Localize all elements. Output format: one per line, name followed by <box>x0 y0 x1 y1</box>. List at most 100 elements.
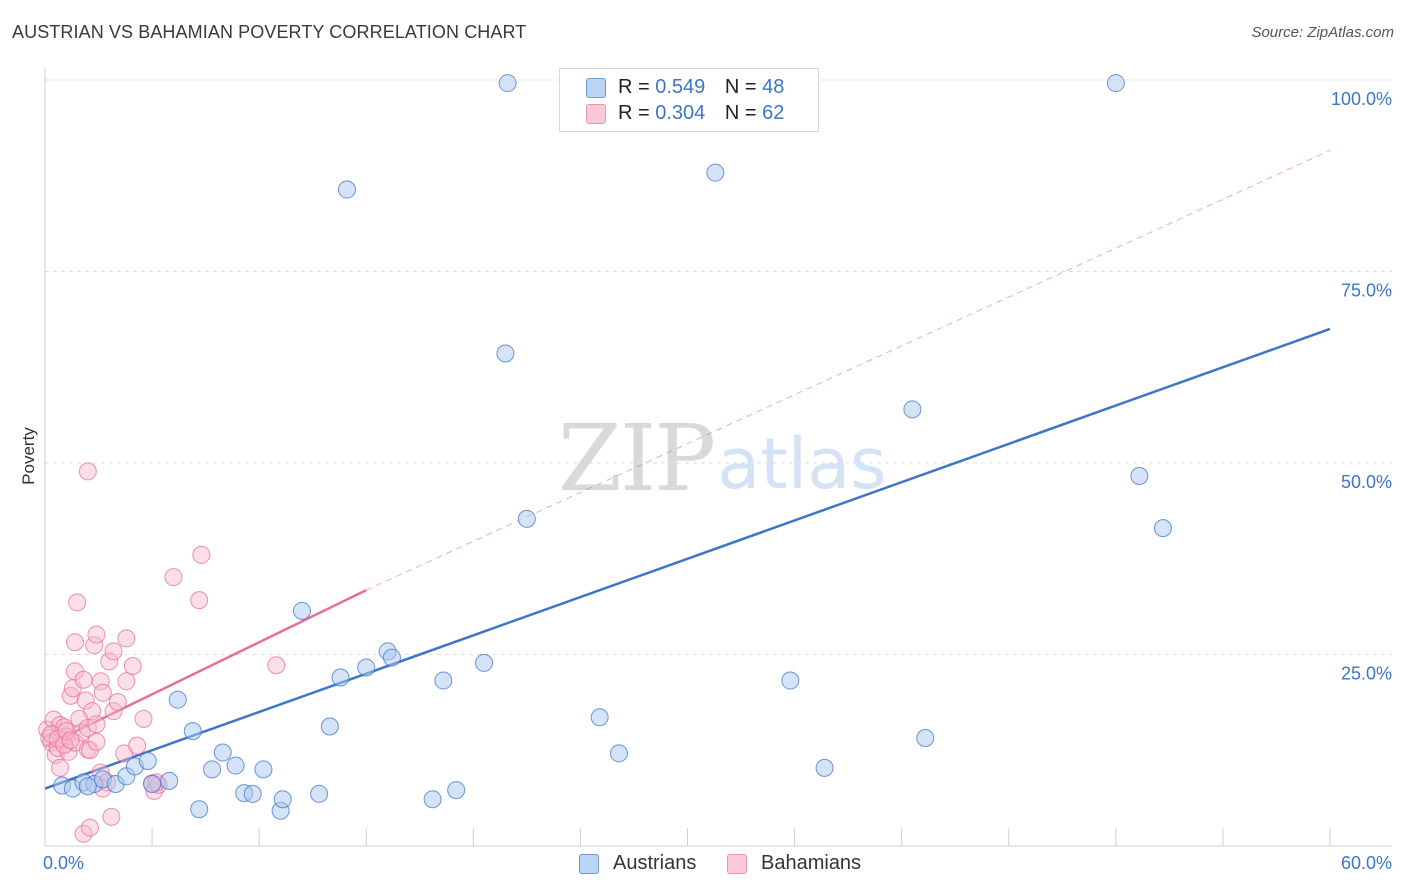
axes <box>44 68 1392 847</box>
bahamians-point <box>93 683 112 702</box>
austrians-point <box>183 722 202 741</box>
austrians-point <box>517 509 536 528</box>
austrians-point <box>337 180 356 199</box>
austrians-point <box>357 658 376 677</box>
austrians-point <box>168 690 187 709</box>
austrians-point <box>213 743 232 762</box>
y-tick-label: 25.0% <box>1341 664 1392 684</box>
austrians-point <box>590 708 609 727</box>
austrians-point <box>916 728 935 747</box>
bahamians-point <box>190 591 209 610</box>
legend-n-label: N = <box>724 102 757 124</box>
bahamians-point <box>55 735 74 754</box>
grid-lines <box>45 79 1392 655</box>
austrians-point <box>903 400 922 419</box>
bahamians-point <box>100 652 119 671</box>
bahamians-point <box>76 691 95 710</box>
austrians-point <box>293 601 311 620</box>
legend-r-label: R = <box>618 102 650 124</box>
legend-r-value: 0.549 <box>655 76 706 98</box>
tick-labels: 25.0% 50.0% 75.0% 100.0% 0.0% 60.0% <box>43 89 1392 873</box>
bahamians-point <box>91 672 110 691</box>
bahamians-point <box>80 818 99 837</box>
austrians-point <box>706 163 725 182</box>
bahamians-point <box>85 636 104 655</box>
y-axis-label: Poverty <box>19 427 38 485</box>
bottom-legend-swatch-bahamians <box>727 854 747 874</box>
chart-source: Source: ZipAtlas.com <box>1251 24 1394 41</box>
bahamians-point <box>192 545 211 564</box>
austrians-point <box>273 790 292 809</box>
bahamians-point <box>128 736 147 755</box>
bahamians-point <box>61 686 80 705</box>
legend: R = 0.549 N = 48 R = 0.304 N = 62 <box>559 68 819 132</box>
bahamians-point <box>267 656 286 675</box>
bahamians-point <box>134 709 153 728</box>
austrians-point <box>320 717 339 736</box>
austrians-point <box>190 800 209 819</box>
bahamians-point <box>87 715 106 734</box>
bahamians-point <box>104 702 123 721</box>
austrians-point <box>609 744 628 763</box>
bahamians-point <box>117 629 136 648</box>
y-tick-label: 100.0% <box>1331 89 1392 109</box>
watermark-atlas: atlas <box>717 423 886 505</box>
bahamians-point <box>61 731 80 750</box>
bottom-legend-swatch-austrians <box>579 854 599 874</box>
bahamians-point <box>87 732 106 751</box>
legend-swatch-bahamians <box>586 104 606 124</box>
legend-swatch-austrians <box>586 78 606 98</box>
bahamians-point <box>72 723 91 742</box>
austrians-point <box>382 648 401 667</box>
austrians-point <box>423 790 442 809</box>
bahamians-point <box>68 593 87 612</box>
legend-n-label: N = <box>724 76 757 98</box>
bahamians-point <box>57 722 76 741</box>
data-points <box>38 74 1172 843</box>
watermark: ZIP atlas <box>558 405 887 512</box>
bahamians-point <box>87 625 106 644</box>
legend-n-value: 48 <box>762 76 785 98</box>
austrians-point <box>781 671 800 690</box>
bahamians-point <box>108 692 127 711</box>
x-tick-label: 60.0% <box>1341 853 1392 873</box>
austrians-point <box>496 344 515 363</box>
austrians-point <box>203 760 222 779</box>
legend-r-label: R = <box>618 76 650 98</box>
austrians-point <box>331 668 350 687</box>
austrians-point <box>143 774 162 793</box>
bahamians-trend-extension <box>366 150 1331 591</box>
austrians-point <box>815 758 834 777</box>
bahamians-point <box>78 719 97 738</box>
austrians-point <box>447 781 466 800</box>
bahamians-point <box>104 642 123 661</box>
watermark-zip: ZIP <box>558 405 714 512</box>
y-tick-label: 75.0% <box>1341 281 1392 301</box>
austrians-point <box>310 784 329 803</box>
y-tick-label: 50.0% <box>1341 472 1392 492</box>
bahamians-point <box>74 670 93 689</box>
austrians-point <box>1106 74 1125 93</box>
bottom-legend-label-bahamians: Bahamians <box>761 852 862 874</box>
bahamians-point <box>102 807 121 826</box>
bahamians-point <box>65 633 84 652</box>
austrians-point <box>78 777 97 796</box>
bahamians-point <box>117 672 136 691</box>
austrians-point <box>498 74 517 93</box>
chart-title: AUSTRIAN VS BAHAMIAN POVERTY CORRELATION… <box>12 22 527 42</box>
legend-n-value: 62 <box>762 102 785 124</box>
austrians-point <box>138 751 157 770</box>
legend-r-value: 0.304 <box>655 102 706 124</box>
austrians-point <box>226 756 245 775</box>
bahamians-point <box>50 758 69 777</box>
bahamians-point <box>164 568 183 587</box>
austrians-point <box>243 784 262 803</box>
austrians-trend-line <box>44 327 1331 790</box>
bahamians-point <box>123 656 142 675</box>
austrians-point <box>160 771 179 790</box>
x-tick-label: 0.0% <box>43 853 84 873</box>
austrians-point <box>254 760 273 779</box>
austrians-point <box>475 653 494 672</box>
bahamians-trend-line <box>44 589 367 748</box>
